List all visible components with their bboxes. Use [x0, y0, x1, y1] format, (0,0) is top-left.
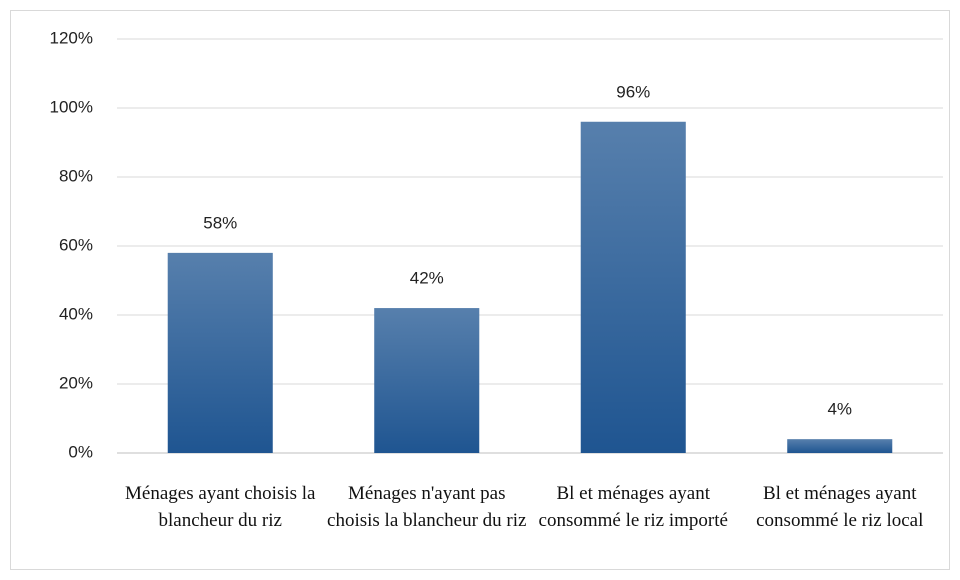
x-tick-label: Ménages ayant choisis la blancheur du ri…	[125, 483, 316, 531]
x-tick-label: Bl et ménages ayant consommé le riz impo…	[538, 483, 728, 531]
value-label: 58%	[203, 213, 237, 232]
value-label: 42%	[410, 269, 444, 288]
x-tick-label: Bl et ménages ayant consommé le riz loca…	[756, 483, 924, 531]
bar-shine	[167, 252, 273, 453]
bar-shine	[580, 121, 686, 454]
value-label: 96%	[616, 82, 650, 101]
bar-shine	[374, 308, 480, 453]
y-tick-label: 60%	[59, 235, 93, 254]
bar-shine	[787, 439, 893, 453]
y-tick-label: 0%	[68, 442, 93, 461]
chart-border	[10, 10, 950, 570]
y-tick-label: 40%	[59, 304, 93, 323]
y-tick-label: 80%	[59, 166, 93, 185]
y-tick-label: 20%	[59, 373, 93, 392]
value-label: 4%	[827, 400, 852, 419]
y-tick-label: 120%	[50, 28, 93, 47]
x-tick-label: Ménages n'ayant pas choisis la blancheur…	[327, 483, 527, 531]
y-tick-label: 100%	[50, 97, 93, 116]
